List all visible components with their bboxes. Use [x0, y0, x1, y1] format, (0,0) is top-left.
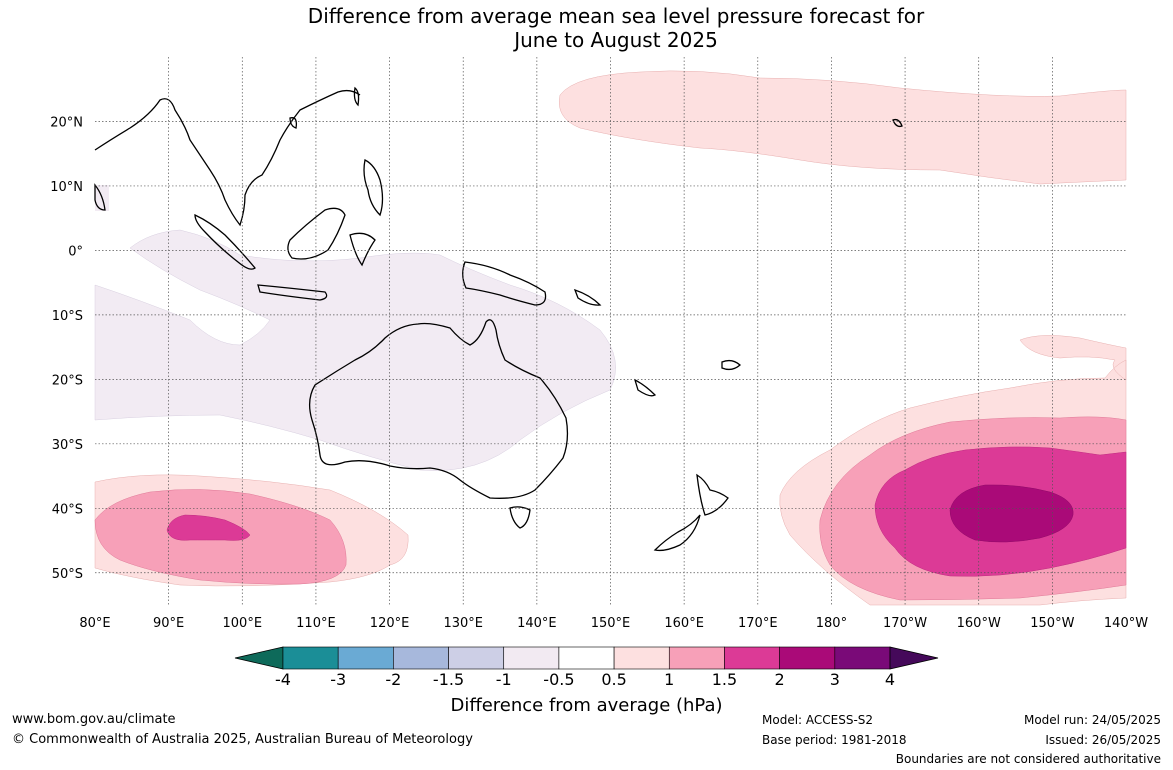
pressure-anomaly-map: 20°N 10°N 0° 10°S 20°S 30°S 40°S 50°S 80°E 90°E 1…: [50, 57, 1148, 670]
longitude-label: 140°E: [517, 616, 557, 631]
hawaii-coastline: [892, 118, 903, 128]
issued-date: Issued: 26/05/2025: [1045, 733, 1161, 747]
longitude-label: 160°W: [957, 616, 1001, 631]
graticule: [95, 57, 1126, 605]
asia-coastline: [94, 89, 361, 227]
colorbar-segment: [779, 646, 836, 670]
longitude-label: 100°E: [223, 616, 263, 631]
colorbar-tick-label: -1.5: [432, 670, 465, 689]
solomon-islands-coastline: [573, 288, 602, 306]
colorbar: [234, 646, 939, 670]
taiwan-coastline: [353, 86, 360, 107]
colorbar-extend-max: [889, 646, 939, 670]
new-guinea-coastline: [462, 261, 547, 306]
latitude-label: 10°N: [50, 180, 83, 195]
title-line-2: June to August 2025: [514, 28, 718, 52]
base-period: Base period: 1981-2018: [762, 733, 907, 747]
longitude-label: 80°E: [79, 616, 110, 631]
colorbar-tick-label: -2: [385, 670, 402, 689]
colorbar-tick-label: 1.5: [711, 670, 738, 689]
fiji-coastline: [721, 359, 741, 371]
colorbar-tick-label: -3: [330, 670, 347, 689]
colorbar-tick-label: 3: [829, 670, 840, 689]
colorbar-segment: [393, 646, 449, 670]
colorbar-title: Difference from average (hPa): [450, 695, 723, 716]
boundaries-disclaimer: Boundaries are not considered authoritat…: [895, 752, 1161, 766]
title-line-1: Difference from average mean sea level p…: [307, 4, 925, 28]
tasmania-coastline: [509, 506, 531, 529]
latitude-label: 30°S: [52, 438, 83, 453]
colorbar-extend-min: [234, 646, 284, 670]
longitude-label: 140°W: [1104, 616, 1148, 631]
longitude-label: 160°E: [664, 616, 704, 631]
java-coastline: [257, 284, 328, 301]
longitude-label: 110°E: [296, 616, 336, 631]
colorbar-segment: [834, 646, 891, 670]
longitude-label: 150°W: [1030, 616, 1074, 631]
colorbar-tick-label: -4: [275, 670, 291, 689]
colorbar-tick-label: 2: [774, 670, 785, 689]
sulawesi-coastline: [349, 232, 376, 267]
longitude-label: 130°E: [443, 616, 483, 631]
latitude-label: 40°S: [52, 502, 83, 517]
anomaly-pos-se-pacific-4: [949, 484, 1074, 543]
latitude-label: 0°: [68, 244, 83, 259]
longitude-label: 90°E: [153, 616, 184, 631]
colorbar-tick-label: 1: [664, 670, 675, 689]
latitude-label: 10°S: [52, 309, 83, 324]
anomaly-pos-indian-3: [166, 514, 251, 541]
colorbar-segment: [337, 646, 394, 670]
new-zealand-south-coastline: [653, 514, 701, 552]
model-name: Model: ACCESS-S2: [762, 713, 874, 727]
colorbar-tick-label: 0.5: [601, 670, 627, 689]
philippines-coastline: [363, 159, 384, 217]
colorbar-segment: [503, 646, 560, 670]
new-zealand-north-coastline: [696, 473, 729, 516]
latitude-label: 20°S: [52, 373, 83, 388]
sri-lanka-coastline: [94, 183, 106, 211]
colorbar-tick-label: -1: [495, 670, 512, 689]
copyright-notice: © Commonwealth of Australia 2025, Austra…: [12, 732, 473, 747]
longitude-label: 180°: [816, 616, 847, 631]
colorbar-segment: [668, 646, 725, 670]
hainan-coastline: [289, 117, 298, 129]
longitude-label: 170°E: [738, 616, 778, 631]
colorbar-segment: [282, 646, 339, 670]
map-title: Difference from average mean sea level p…: [0, 4, 1173, 52]
latitude-label: 20°N: [50, 115, 83, 130]
borneo-coastline: [287, 207, 346, 260]
longitude-label: 170°W: [883, 616, 927, 631]
anomaly-neg-tropics: [94, 229, 616, 471]
new-caledonia-coastline: [633, 378, 657, 397]
website-url[interactable]: www.bom.gov.au/climate: [12, 712, 176, 727]
longitude-labels: 80°E 90°E 100°E 110°E 120°E 130°E 140°E 150°E 16…: [79, 616, 1148, 631]
anomaly-pos-north-pacific: [558, 70, 1127, 185]
anomaly-fields: [94, 70, 1127, 606]
latitude-label: 50°S: [52, 567, 83, 582]
colorbar-segment: [448, 646, 505, 670]
coastlines: [94, 86, 903, 552]
sumatra-coastline: [194, 213, 256, 270]
model-run-date: Model run: 24/05/2025: [1023, 713, 1161, 727]
colorbar-segment: [613, 646, 670, 670]
colorbar-segment: [724, 646, 780, 670]
longitude-label: 150°E: [591, 616, 631, 631]
colorbar-segment: [558, 646, 615, 670]
australia-coastline: [308, 319, 569, 499]
latitude-labels: 20°N 10°N 0° 10°S 20°S 30°S 40°S 50°S: [50, 115, 83, 581]
colorbar-tick-label: -0.5: [543, 670, 575, 689]
colorbar-tick-label: 4: [884, 670, 896, 689]
longitude-label: 120°E: [370, 616, 410, 631]
